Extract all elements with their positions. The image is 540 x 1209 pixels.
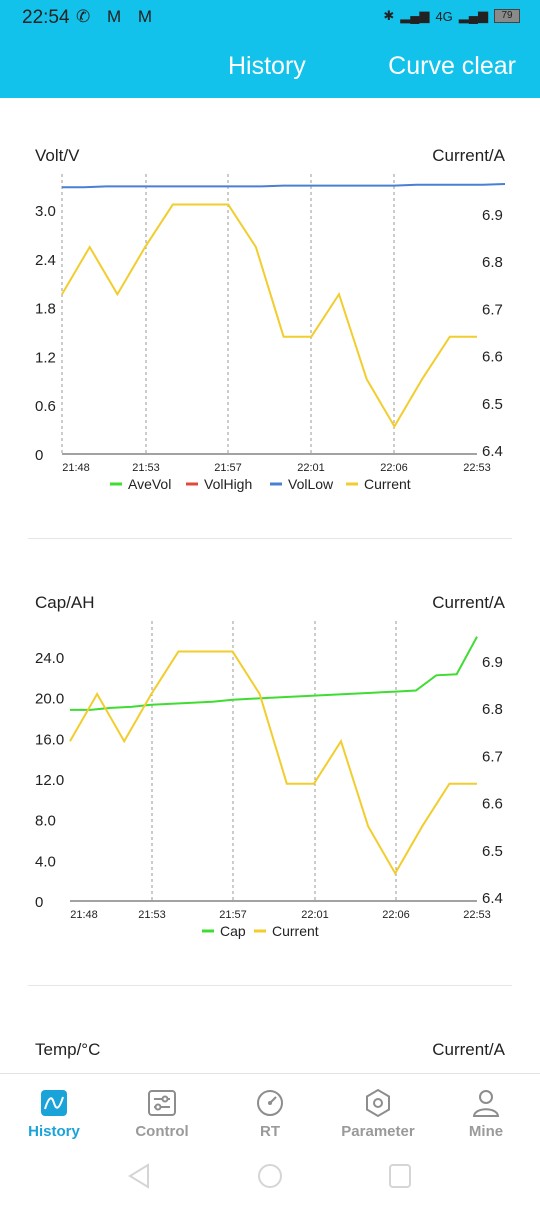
- recents-icon[interactable]: [389, 1164, 411, 1188]
- app-header: 22:54 ✆ M M ✱ ▂▄▆ 4G ▂▄▆ 79 History Curv…: [0, 0, 540, 98]
- nav-history[interactable]: History: [0, 1074, 108, 1151]
- user-icon: [472, 1090, 500, 1117]
- left-tick-label: 12.0: [35, 772, 64, 789]
- right-tick-label: 6.9: [482, 207, 503, 224]
- x-tick-label: 21:53: [138, 909, 166, 921]
- temp-chart-panel: Temp/°C Current/A: [0, 992, 540, 1072]
- cap-chart-panel: Cap/AH Current/A 0 4.0 8.0 12.0 16.0 20.0 24.0…: [0, 545, 540, 985]
- x-tick-label: 22:53: [463, 462, 491, 474]
- right-tick-label: 6.7: [482, 748, 503, 765]
- system-nav-icons: [128, 1163, 411, 1189]
- nav-control-label: Control: [135, 1123, 189, 1140]
- right-tick-label: 6.7: [482, 301, 503, 318]
- series-vollow-line: [62, 182, 506, 189]
- legend-label: VolHigh: [204, 476, 252, 492]
- x-tick-label: 22:53: [463, 909, 491, 921]
- battery-level: 79: [501, 10, 513, 21]
- nav-parameter[interactable]: Parameter: [324, 1074, 432, 1151]
- legend-label: Cap: [220, 923, 246, 939]
- cap-chart: 0 4.0 8.0 12.0 16.0 20.0 24.0 6.4 6.5 6.6 6.7 6.8 6.…: [35, 621, 503, 939]
- x-tick-label: 22:06: [380, 462, 408, 474]
- nav-mine[interactable]: Mine: [432, 1074, 540, 1151]
- left-tick-label: 4.0: [35, 853, 56, 870]
- left-tick-label: 1.8: [35, 301, 56, 318]
- left-tick-label: 16.0: [35, 731, 64, 748]
- left-tick-label: 2.4: [35, 252, 56, 269]
- left-tick-label: 1.2: [35, 349, 56, 366]
- chart-line-icon: [41, 1090, 67, 1116]
- left-tick-label: 0: [35, 447, 43, 464]
- legend-label: AveVol: [128, 476, 171, 492]
- x-tick-label: 22:01: [297, 462, 325, 474]
- right-tick-label: 6.9: [482, 654, 503, 671]
- x-tick-label: 21:48: [70, 909, 98, 921]
- x-tick-label: 21:48: [62, 462, 90, 474]
- x-tick-label: 21:57: [219, 909, 247, 921]
- series-cap-line: [70, 636, 478, 711]
- divider-2: [28, 985, 512, 986]
- network-type: 4G: [435, 8, 453, 24]
- system-navigation: [0, 1151, 540, 1204]
- right-tick-label: 6.4: [482, 890, 503, 907]
- curve-clear-button[interactable]: Curve clear: [388, 52, 516, 80]
- temp-axis-label: Temp/°C: [35, 1040, 101, 1059]
- right-tick-label: 6.5: [482, 396, 503, 413]
- bottom-navigation: History Control RT Parameter Mine: [0, 1073, 540, 1151]
- system-icons: ✱ ▂▄▆ 4G ▂▄▆ 79: [383, 8, 520, 24]
- nav-mine-label: Mine: [468, 1123, 504, 1140]
- signal-icon: ▂▄▆: [400, 8, 430, 23]
- right-tick-label: 6.5: [482, 843, 503, 860]
- right-tick-label: 6.8: [482, 701, 503, 718]
- right-tick-label: 6.6: [482, 349, 503, 366]
- series-current-line: [61, 203, 477, 429]
- left-tick-label: 24.0: [35, 650, 64, 667]
- volt-chart-panel: Volt/V Current/A 0 0.6 1.2 1.8 2.4 3.0 6.4 6.5 6…: [0, 98, 540, 538]
- series-current-line: [69, 650, 477, 876]
- x-tick-label: 21:57: [214, 462, 242, 474]
- x-tick-label: 22:06: [382, 909, 410, 921]
- sliders-icon: [148, 1090, 176, 1116]
- nav-control[interactable]: Control: [108, 1074, 216, 1151]
- right-tick-label: 6.4: [482, 443, 503, 460]
- left-tick-label: 0.6: [35, 398, 56, 415]
- nav-parameter-label: Parameter: [341, 1123, 415, 1140]
- status-bar: 22:54 ✆ M M ✱ ▂▄▆ 4G ▂▄▆ 79: [0, 0, 540, 36]
- nav-rt-label: RT: [260, 1123, 280, 1140]
- x-tick-label: 22:01: [301, 909, 329, 921]
- signal-icon-2: ▂▄▆: [458, 8, 488, 23]
- volt-chart: 0 0.6 1.2 1.8 2.4 3.0 6.4 6.5 6.6 6.7 6.8 6.9 21:48 2…: [35, 174, 506, 492]
- current-axis-label: Current/A: [432, 146, 505, 165]
- legend-label: Current: [272, 923, 319, 939]
- bluetooth-icon: ✱: [383, 8, 395, 23]
- legend-label: VolLow: [288, 476, 334, 492]
- divider: [28, 538, 512, 539]
- nav-history-label: History: [28, 1123, 80, 1140]
- hexagon-nut-icon: [366, 1088, 390, 1118]
- left-tick-label: 8.0: [35, 813, 56, 830]
- notification-icons: ✆ M M: [76, 7, 159, 26]
- right-tick-label: 6.8: [482, 254, 503, 271]
- gauge-icon: [257, 1090, 283, 1116]
- back-icon[interactable]: [128, 1163, 149, 1189]
- x-tick-label: 21:53: [132, 462, 160, 474]
- status-time: 22:54: [22, 7, 70, 28]
- nav-rt[interactable]: RT: [216, 1074, 324, 1151]
- left-tick-label: 0: [35, 894, 43, 911]
- volt-axis-label: Volt/V: [35, 146, 80, 165]
- current-axis-label-3: Current/A: [432, 1040, 505, 1059]
- cap-axis-label: Cap/AH: [35, 593, 95, 612]
- legend-label: Current: [364, 476, 411, 492]
- current-axis-label-2: Current/A: [432, 593, 505, 612]
- left-tick-label: 3.0: [35, 203, 56, 220]
- left-tick-label: 20.0: [35, 691, 64, 708]
- right-tick-label: 6.6: [482, 796, 503, 813]
- battery-icon: 79: [494, 9, 520, 23]
- home-icon[interactable]: [258, 1164, 282, 1188]
- page-title: History: [228, 52, 306, 80]
